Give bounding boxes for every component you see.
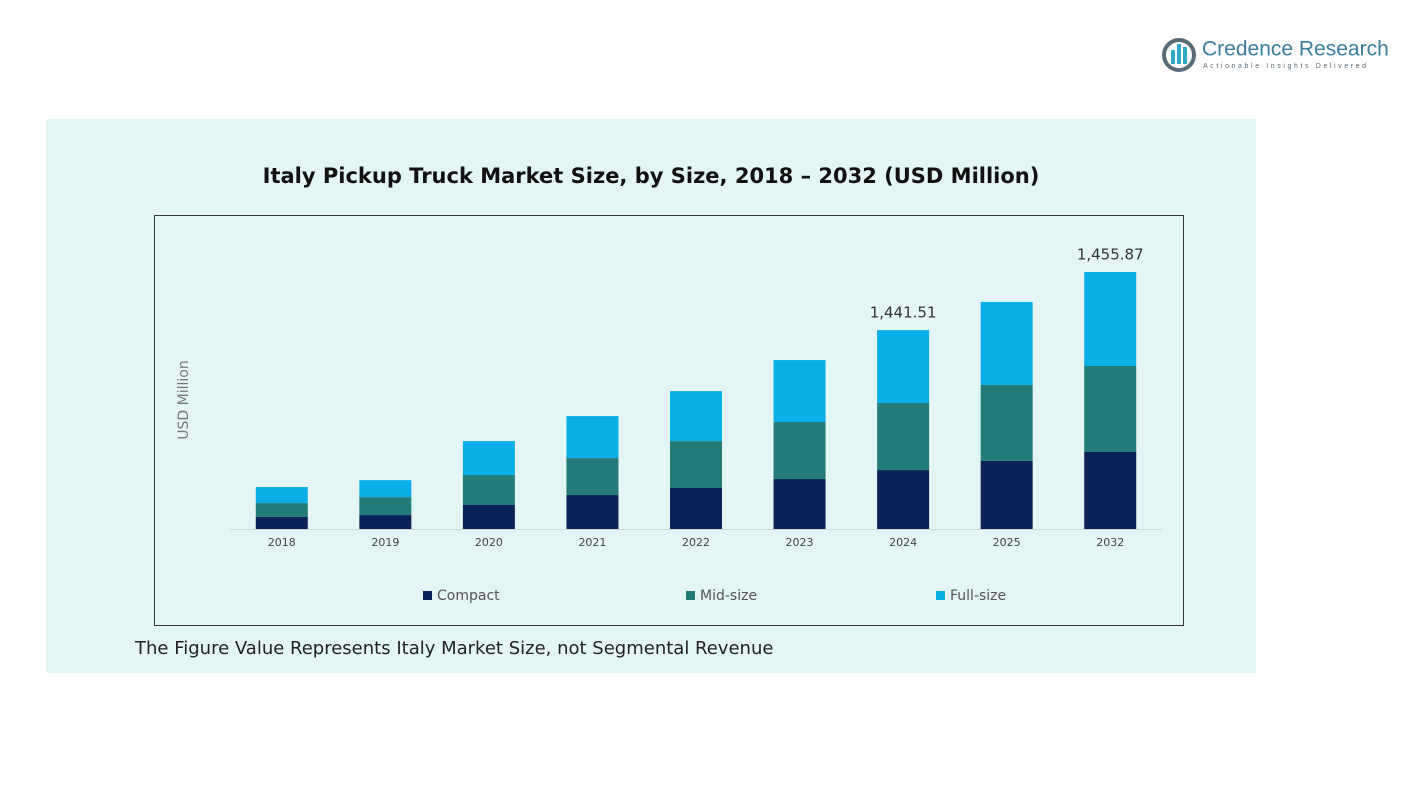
tagline: Actionable Insights Delivered	[1203, 63, 1369, 70]
y-axis-label: USD Million	[176, 360, 192, 439]
logo-icon	[1171, 50, 1175, 64]
x-tick-label: 2020	[475, 536, 503, 549]
legend-swatch	[936, 591, 945, 600]
plot-frame	[154, 215, 1184, 626]
logo-icon	[1183, 47, 1187, 64]
logo-icon	[1177, 44, 1181, 64]
logo: Credence Research Actionable Insights De…	[1162, 38, 1389, 72]
bar-segment	[670, 488, 722, 529]
bar-segment	[1084, 451, 1137, 529]
bar-segment	[255, 503, 308, 517]
legend-label: Mid-size	[700, 588, 757, 604]
panel	[46, 119, 1256, 673]
x-tick-label: 2018	[268, 536, 296, 549]
footnote: The Figure Value Represents Italy Market…	[134, 638, 773, 659]
legend-label: Full-size	[950, 588, 1006, 604]
bar-segment	[980, 384, 1033, 461]
bar-segment	[462, 441, 515, 476]
legend-swatch	[686, 591, 695, 600]
bar-segment	[566, 458, 619, 496]
bar-segment	[462, 504, 515, 529]
bar-segment	[980, 460, 1033, 529]
x-tick-label: 2032	[1096, 536, 1124, 549]
total-label: 1,441.51	[870, 304, 937, 322]
bar-segment	[255, 516, 308, 529]
bar-segment	[670, 391, 722, 442]
bar-segment	[359, 497, 412, 516]
total-label: 1,455.87	[1077, 246, 1144, 264]
bar-segment	[877, 470, 930, 529]
x-tick-label: 2023	[786, 536, 814, 549]
bar-segment	[566, 495, 619, 529]
x-tick-label: 2024	[889, 536, 917, 549]
bar-segment	[980, 301, 1033, 385]
chart-title: Italy Pickup Truck Market Size, by Size,…	[263, 164, 1040, 188]
bar-segment	[877, 402, 930, 471]
x-tick-label: 2021	[578, 536, 606, 549]
bar-segment	[1084, 365, 1137, 452]
x-tick-label: 2025	[993, 536, 1021, 549]
x-tick-label: 2022	[682, 536, 710, 549]
bar-segment	[359, 480, 412, 498]
bar-segment	[359, 515, 412, 529]
bar-segment	[773, 479, 826, 529]
bar-segment	[255, 487, 308, 504]
x-tick-label: 2019	[371, 536, 399, 549]
bar-segment	[773, 360, 826, 423]
legend-swatch	[423, 591, 432, 600]
bar-segment	[773, 422, 826, 480]
bar-segment	[566, 416, 619, 459]
bar-segment	[877, 330, 930, 403]
bar-segment	[670, 441, 722, 489]
brand: Credence Research	[1202, 38, 1389, 61]
logo-icon	[1162, 38, 1196, 72]
bar-segment	[462, 475, 515, 505]
legend-label: Compact	[437, 588, 500, 604]
bar-segment	[1084, 272, 1137, 366]
